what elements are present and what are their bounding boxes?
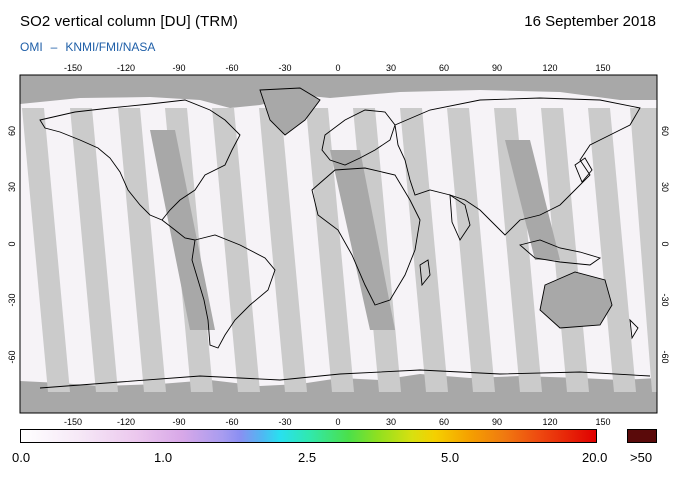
- lon-tick-label: -30: [278, 417, 291, 427]
- coast-europe: [321, 109, 396, 166]
- colorbar-label-3: 5.0: [441, 450, 460, 465]
- lat-tick-label: 30: [7, 182, 17, 192]
- lat-tick-label: 30: [660, 182, 670, 192]
- colorbar-label-1: 1.0: [154, 450, 173, 465]
- gap-swath: [70, 108, 118, 392]
- colorbar-label-0: 0.0: [12, 450, 31, 465]
- lon-ticks-bottom: -150 -120 -90 -60 -30 0 30 60 90 120 150: [64, 417, 611, 427]
- lon-tick-label: 150: [595, 63, 610, 73]
- credit-separator: –: [50, 40, 58, 54]
- lat-tick-label: -60: [7, 350, 17, 363]
- lat-tick-label: 0: [7, 241, 17, 246]
- lat-ticks-right: 60 30 0 -30 -60: [660, 126, 670, 364]
- lon-tick-label: -150: [64, 417, 82, 427]
- lat-tick-label: 0: [660, 241, 670, 246]
- colorbar-label-2: 2.5: [298, 450, 317, 465]
- gap-swath: [494, 108, 542, 392]
- lon-tick-label: 120: [542, 417, 557, 427]
- dark-swath-americas: [150, 130, 215, 330]
- colorbar-max-label: >50: [630, 450, 653, 465]
- lat-tick-label: -30: [660, 293, 670, 306]
- lon-tick-label: 30: [386, 417, 396, 427]
- antarctic-nodata: [20, 374, 657, 413]
- coastlines: [39, 87, 651, 389]
- credit-agencies: KNMI/FMI/NASA: [65, 40, 156, 54]
- lon-tick-label: 90: [492, 63, 502, 73]
- lon-tick-label: 60: [439, 417, 449, 427]
- dark-australia: [540, 272, 612, 328]
- gap-swath: [588, 108, 636, 392]
- gap-swath: [118, 108, 166, 392]
- colorbar-max-swatch: [627, 429, 657, 443]
- coast-north-america: [39, 99, 241, 221]
- lon-tick-label: 30: [386, 63, 396, 73]
- lon-tick-label: -90: [172, 417, 185, 427]
- coast-australia: [539, 271, 613, 329]
- lat-tick-label: -30: [7, 293, 17, 306]
- lon-tick-label: -90: [172, 63, 185, 73]
- coast-india: [449, 194, 471, 241]
- dark-swath-europe-africa: [330, 150, 395, 330]
- lon-tick-label: 90: [492, 417, 502, 427]
- map-title: SO2 vertical column [DU] (TRM): [20, 13, 239, 30]
- lon-tick-label: 0: [335, 417, 340, 427]
- lon-ticks-top: -150 -120 -90 -60 -30 0 30 60 90 120 150: [64, 63, 611, 73]
- coast-new-zealand: [629, 318, 639, 340]
- map-date: 16 September 2018: [524, 13, 656, 30]
- lat-ticks-left: 60 30 0 -30 -60: [7, 126, 17, 364]
- lat-tick-label: 60: [660, 126, 670, 136]
- gap-swath: [259, 108, 307, 392]
- arctic-nodata: [20, 75, 657, 108]
- lon-tick-label: -150: [64, 63, 82, 73]
- lon-tick-label: 120: [542, 63, 557, 73]
- lat-tick-label: 60: [7, 126, 17, 136]
- gap-swath: [306, 108, 354, 392]
- credit-line: OMI – KNMI/FMI/NASA: [20, 40, 155, 54]
- lon-tick-label: 60: [439, 63, 449, 73]
- lon-tick-label: 150: [595, 417, 610, 427]
- credit-instrument: OMI: [20, 40, 43, 54]
- coast-greenland: [259, 87, 321, 136]
- coast-antarctica: [39, 369, 651, 389]
- lat-tick-label: -60: [660, 350, 670, 363]
- dark-greenland: [260, 88, 320, 135]
- lon-tick-label: -60: [225, 63, 238, 73]
- dark-land-overlap: [150, 88, 612, 330]
- coast-south-america: [191, 234, 276, 349]
- coast-japan: [574, 157, 593, 183]
- gap-swath: [447, 108, 495, 392]
- lon-tick-label: 0: [335, 63, 340, 73]
- colorbar-label-4: 20.0: [582, 450, 608, 465]
- coast-asia: [394, 97, 641, 236]
- lon-tick-label: -30: [278, 63, 291, 73]
- lon-tick-label: -120: [117, 417, 135, 427]
- lon-tick-label: -60: [225, 417, 238, 427]
- lon-tick-label: -120: [117, 63, 135, 73]
- colorbar-scale: [20, 429, 597, 443]
- coast-central-america: [161, 219, 196, 241]
- gap-swath: [212, 108, 260, 392]
- gap-swath: [22, 108, 70, 392]
- gap-swath: [630, 108, 657, 392]
- gap-swath: [400, 108, 448, 392]
- coast-africa: [311, 167, 421, 306]
- map-frame: [19, 74, 658, 414]
- dark-swath-asia: [505, 140, 560, 260]
- coast-madagascar: [419, 259, 431, 287]
- coast-southeast-asia-islands: [519, 239, 602, 266]
